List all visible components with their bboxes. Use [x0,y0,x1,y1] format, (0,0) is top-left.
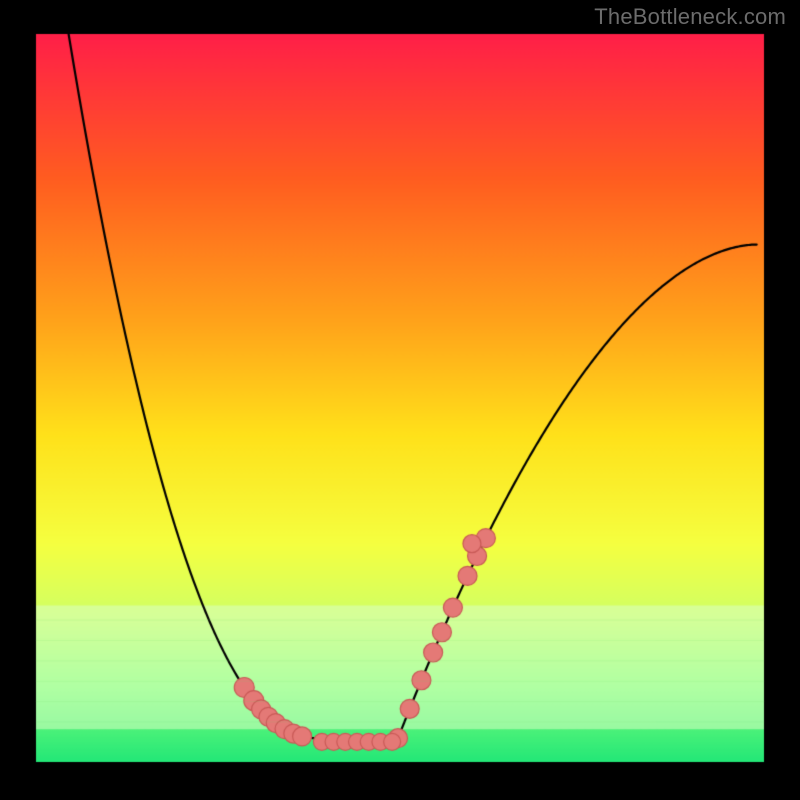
chart-canvas [0,0,800,800]
watermark-label: TheBottleneck.com [594,4,786,30]
chart-stage: TheBottleneck.com [0,0,800,800]
